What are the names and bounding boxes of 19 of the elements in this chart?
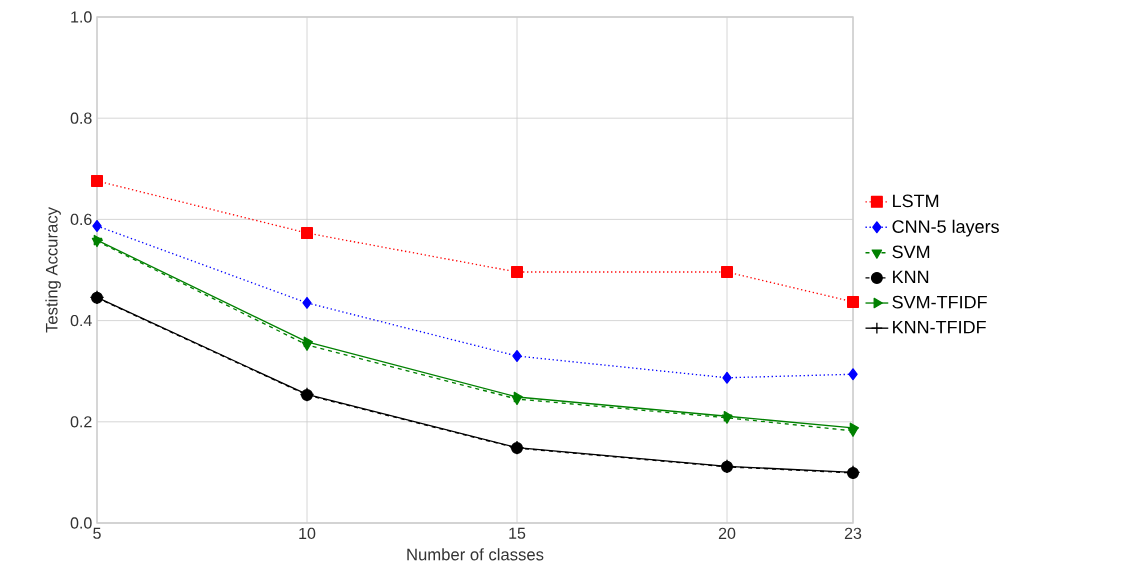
y-tick-label: 0.0: [70, 517, 92, 529]
legend-label: LSTM: [893, 194, 939, 208]
x-axis-title: Number of classes: [407, 548, 544, 561]
legend-label: CNN-5 layers: [892, 219, 999, 237]
legend-label: KNN: [893, 270, 929, 284]
legend-label: SVM: [892, 245, 930, 259]
x-tick-label: 20: [718, 527, 736, 540]
x-tick-label: 5: [93, 527, 101, 539]
legend-label: KNN-TFIDF: [893, 320, 986, 334]
y-axis-title: Testing Accuracy: [45, 207, 61, 333]
y-tick-label: 0.8: [70, 112, 92, 124]
legend-label: SVM-TFIDF: [892, 295, 987, 309]
y-tick-label: 0.4: [70, 314, 92, 327]
x-tick-label: 10: [299, 527, 316, 540]
x-tick-label: 23: [844, 527, 862, 540]
y-tick-label: 0.2: [70, 416, 92, 428]
y-tick-label: 0.6: [70, 213, 92, 226]
x-tick-label: 15: [509, 527, 526, 539]
y-tick-label: 1.0: [71, 11, 92, 23]
